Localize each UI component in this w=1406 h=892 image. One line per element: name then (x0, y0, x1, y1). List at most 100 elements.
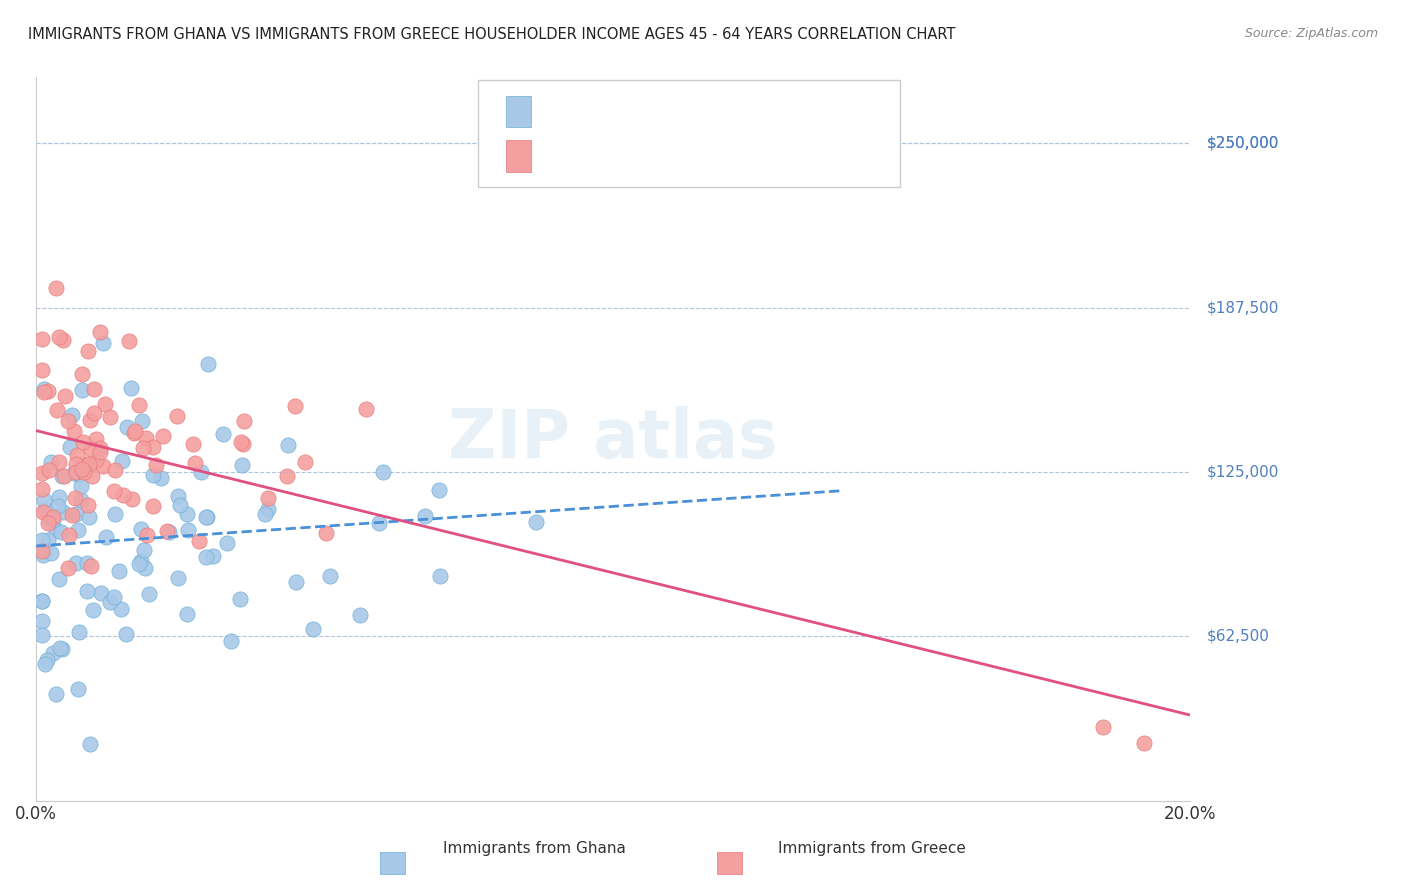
Point (197, 357, 219, 371)
Point (44, 524, 66, 538)
Point (319, 569, 342, 583)
Point (52, 469, 75, 483)
Point (284, 400, 307, 414)
Point (51, 642, 73, 657)
Point (82, 603, 104, 617)
Point (67, 468, 90, 483)
Point (177, 524, 200, 538)
Text: R =: R = (541, 149, 567, 163)
Point (136, 528, 159, 542)
Point (72, 461, 94, 475)
Text: $125,000: $125,000 (1208, 465, 1279, 479)
Point (34, 503, 56, 517)
Text: N = 78: N = 78 (689, 149, 747, 163)
Point (66, 681, 89, 696)
Point (349, 607, 371, 622)
Point (42, 510, 65, 524)
Text: N = 96: N = 96 (689, 104, 747, 119)
Point (31, 594, 53, 608)
Point (89, 325, 111, 339)
Point (132, 442, 155, 456)
Point (65, 557, 87, 571)
Point (427, 483, 450, 497)
Text: Immigrants from Ghana: Immigrants from Ghana (443, 841, 626, 856)
Point (103, 483, 125, 498)
Point (67, 624, 90, 639)
Point (96, 530, 118, 544)
Text: $250,000: $250,000 (1208, 136, 1279, 151)
Point (232, 414, 254, 428)
Point (413, 509, 436, 524)
Point (195, 509, 218, 524)
Point (84, 453, 107, 467)
Point (91, 459, 114, 474)
Point (75, 457, 97, 471)
Point (42, 513, 65, 527)
Point (129, 554, 152, 568)
Point (34, 657, 56, 672)
Text: -0.408: -0.408 (591, 149, 645, 163)
Point (46, 499, 69, 513)
Point (65, 465, 87, 479)
Point (72, 384, 94, 398)
Point (104, 463, 127, 477)
Point (48, 573, 70, 587)
Point (48, 454, 70, 468)
Point (132, 543, 155, 558)
Point (79, 737, 101, 751)
Point (66, 523, 89, 537)
Point (34, 385, 56, 400)
Point (72, 434, 94, 449)
Point (228, 591, 250, 606)
Point (31, 548, 53, 562)
Point (90, 586, 112, 600)
Point (188, 533, 211, 548)
Text: $62,500: $62,500 (1208, 629, 1270, 644)
Text: $250,000: $250,000 (1208, 136, 1279, 151)
Point (65, 491, 87, 506)
Point (58, 528, 80, 542)
Point (257, 501, 280, 516)
Point (138, 587, 160, 601)
Point (120, 381, 142, 395)
Point (98, 595, 121, 609)
Point (104, 507, 127, 521)
Point (39, 546, 62, 560)
Point (89, 445, 111, 459)
Point (115, 419, 138, 434)
Point (91, 336, 114, 351)
Point (1092, 720, 1115, 734)
Point (52, 333, 75, 347)
Point (254, 507, 277, 521)
Point (70, 367, 93, 381)
Point (31, 332, 53, 346)
Point (142, 440, 165, 454)
Point (77, 343, 100, 358)
Point (156, 524, 179, 539)
Point (110, 602, 132, 616)
Point (63, 467, 86, 481)
Point (31, 466, 53, 480)
Point (76, 556, 98, 570)
Point (169, 498, 191, 512)
Point (284, 574, 307, 589)
Point (302, 622, 325, 636)
Point (38, 463, 60, 477)
Point (48, 330, 70, 344)
Point (124, 425, 146, 440)
Text: Immigrants from Greece: Immigrants from Greece (778, 841, 966, 856)
Text: Source: ZipAtlas.com: Source: ZipAtlas.com (1244, 27, 1378, 40)
Point (32, 493, 55, 508)
Point (277, 438, 299, 452)
Point (1132, 736, 1154, 750)
Text: $187,500: $187,500 (1208, 300, 1279, 315)
Point (39, 512, 62, 526)
Point (195, 549, 218, 564)
Point (45, 402, 67, 417)
Point (56, 561, 79, 575)
Point (49, 525, 72, 540)
Point (70, 479, 93, 493)
Point (37, 384, 59, 398)
Point (373, 465, 395, 479)
Point (37, 516, 59, 530)
